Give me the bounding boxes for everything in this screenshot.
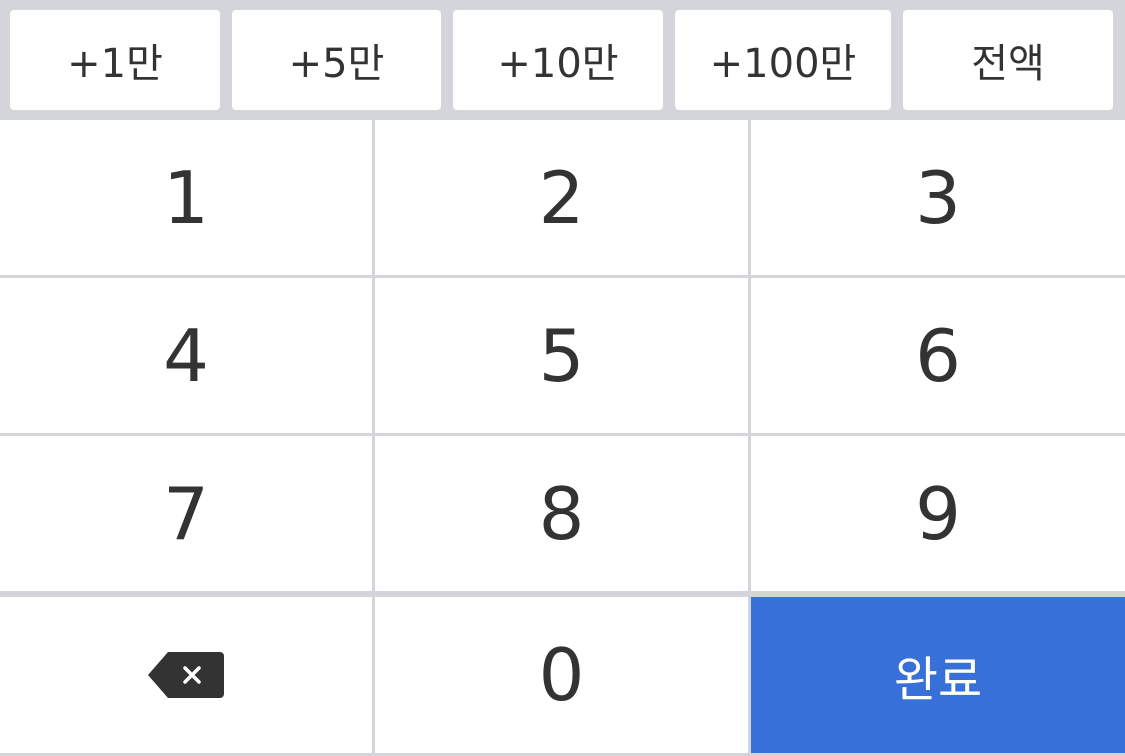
add-100k-button[interactable]: +10만 [453,10,663,110]
add-50k-button[interactable]: +5만 [232,10,441,110]
key-5[interactable]: 5 [375,278,748,433]
key-6[interactable]: 6 [751,278,1125,433]
backspace-icon [148,652,224,698]
add-1m-button[interactable]: +100만 [675,10,891,110]
key-7[interactable]: 7 [0,436,372,591]
quick-amount-row: +1만 +5만 +10만 +100만 전액 [0,0,1125,120]
digit-grid: 1 2 3 4 5 6 7 8 9 0 완료 [0,120,1125,756]
key-2[interactable]: 2 [375,120,748,275]
key-8[interactable]: 8 [375,436,748,591]
key-3[interactable]: 3 [751,120,1125,275]
key-4[interactable]: 4 [0,278,372,433]
add-10k-button[interactable]: +1만 [10,10,220,110]
backspace-button[interactable] [0,597,372,753]
done-button[interactable]: 완료 [751,597,1125,753]
full-amount-button[interactable]: 전액 [903,10,1113,110]
key-1[interactable]: 1 [0,120,372,275]
key-0[interactable]: 0 [375,597,748,753]
key-9[interactable]: 9 [751,436,1125,591]
